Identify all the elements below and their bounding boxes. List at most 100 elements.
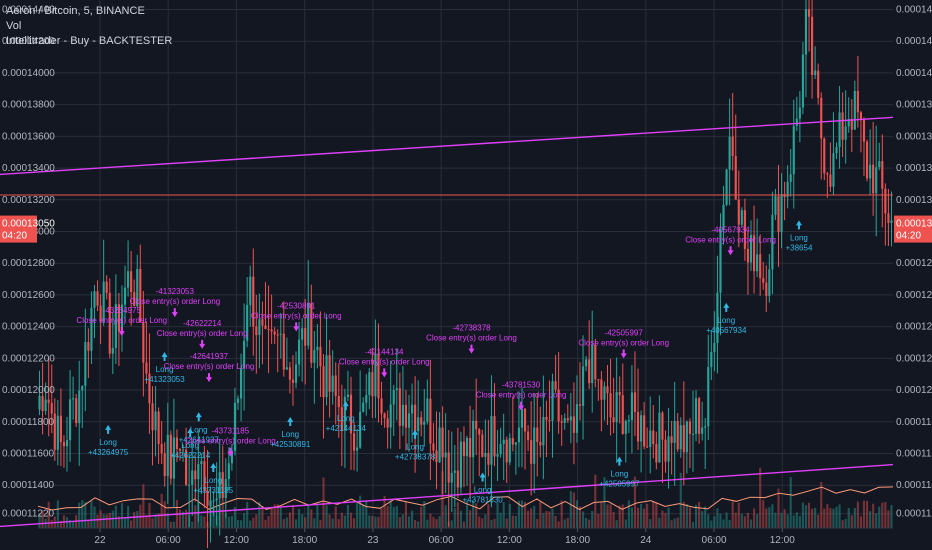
candle-body	[701, 427, 704, 434]
candle-body	[743, 210, 746, 249]
left-price-tick: 0.00011220	[2, 509, 55, 520]
volume-bar	[273, 504, 276, 528]
candle-body	[359, 411, 362, 448]
volume-bar	[749, 519, 753, 528]
candle-body	[615, 392, 618, 423]
long-signal-label: Long	[99, 438, 117, 447]
candle-body	[856, 90, 859, 113]
volume-bar	[386, 506, 389, 528]
volume-bar	[670, 520, 673, 528]
candle-body	[841, 112, 844, 140]
volume-bar	[514, 515, 517, 528]
left-price-tick: 0.00013200	[2, 195, 55, 206]
candle-body	[716, 292, 719, 343]
candle-body	[114, 304, 117, 348]
volume-bar	[105, 514, 108, 528]
candle-body	[252, 276, 255, 327]
candle-body	[441, 427, 444, 458]
long-arrow-icon	[187, 428, 194, 438]
volume-bar	[722, 519, 725, 528]
volume-bar	[746, 512, 750, 528]
volume-bar	[108, 512, 111, 528]
volume-bar	[349, 512, 353, 528]
volume-bar	[523, 501, 527, 528]
volume-bar	[160, 493, 163, 528]
candle-body	[698, 398, 701, 434]
symbol-title[interactable]: Aeron / Bitcoin, 5, BINANCE	[6, 5, 145, 17]
volume-bar	[719, 513, 722, 528]
close-arrow-icon	[620, 349, 627, 359]
volume-bar	[450, 520, 453, 528]
volume-bar	[84, 501, 87, 528]
volume-bar	[881, 502, 884, 528]
candle-body	[780, 194, 783, 233]
volume-bar	[120, 502, 124, 528]
volume-bar	[453, 508, 456, 528]
volume-bar	[872, 503, 875, 528]
long-signal-label: Long	[156, 365, 174, 374]
long-signal-value: +42641937	[179, 435, 220, 444]
volume-bar	[462, 521, 466, 528]
right-price-tick: 0.00012800	[896, 258, 932, 269]
volume-bar	[261, 506, 264, 528]
volume-bar	[435, 518, 438, 528]
volume-bar	[493, 518, 496, 528]
candle-body	[62, 442, 66, 447]
candle-body	[542, 416, 545, 446]
candle-body	[847, 119, 850, 127]
volume-bar	[414, 520, 417, 528]
volume-bar	[771, 504, 774, 528]
candle-body	[340, 407, 343, 431]
right-price-tick: 0.00014200	[896, 36, 932, 47]
candle-body	[264, 325, 267, 329]
strategy-indicator-label[interactable]: Intellitrader - Buy - BACKTESTER	[6, 35, 173, 47]
volume-bar	[291, 505, 295, 528]
candle-body	[481, 434, 484, 457]
candle-body	[246, 305, 249, 341]
left-price-tick: 0.00013600	[2, 131, 55, 142]
candle-body	[133, 292, 136, 307]
time-axis[interactable]: 22 06:00 12:00 18:00 23 06:00 12:00 18:00 24 06:0…	[38, 527, 893, 546]
candle-body	[291, 379, 295, 383]
candle-body	[356, 447, 359, 451]
candle-body	[511, 438, 514, 445]
volume-bar	[826, 504, 829, 528]
candle-body	[169, 434, 172, 479]
time-tick-label: 12:00	[770, 535, 795, 546]
volume-ma-line	[37, 486, 894, 511]
candle-body	[145, 362, 148, 374]
volume-bar	[603, 477, 606, 528]
candle-body	[722, 204, 725, 230]
candle-body	[435, 450, 438, 463]
left-price-axis[interactable]: 0.00011220 0.00011400 0.00011600 0.00011800…	[0, 5, 55, 520]
volume-indicator-label[interactable]: Vol	[6, 20, 22, 32]
candle-body	[50, 402, 53, 414]
candle-body	[163, 453, 166, 477]
volume-bar	[270, 507, 273, 528]
candle-body	[594, 344, 597, 380]
candle-body	[99, 305, 102, 322]
candle-body	[817, 70, 820, 98]
candle-body	[123, 287, 127, 305]
right-price-axis[interactable]: 0.00011220 0.00011400 0.00011600 0.00011800…	[894, 5, 932, 520]
close-signal-label: Close entry(s) order Long	[685, 235, 776, 244]
volume-bar	[191, 521, 194, 528]
candle-body	[575, 404, 579, 433]
time-tick-label: 18:00	[565, 535, 590, 546]
left-price-tick: 0.00011600	[2, 448, 55, 459]
candle-body	[316, 346, 319, 351]
close-signal-value: -43781530	[502, 381, 541, 390]
right-price-tick: 0.00013800	[896, 100, 932, 111]
countdown-left: 04:20	[2, 231, 27, 242]
right-price-tick: 0.00012200	[896, 353, 932, 364]
candle-body	[713, 342, 716, 352]
volume-bar	[646, 503, 649, 528]
right-price-tick: 0.00014000	[896, 68, 932, 79]
volume-bar	[117, 516, 120, 528]
volume-bar	[499, 512, 502, 528]
candle-body	[398, 388, 401, 426]
candle-body	[352, 433, 356, 451]
candle-body	[53, 413, 56, 450]
volume-bar	[780, 512, 783, 528]
